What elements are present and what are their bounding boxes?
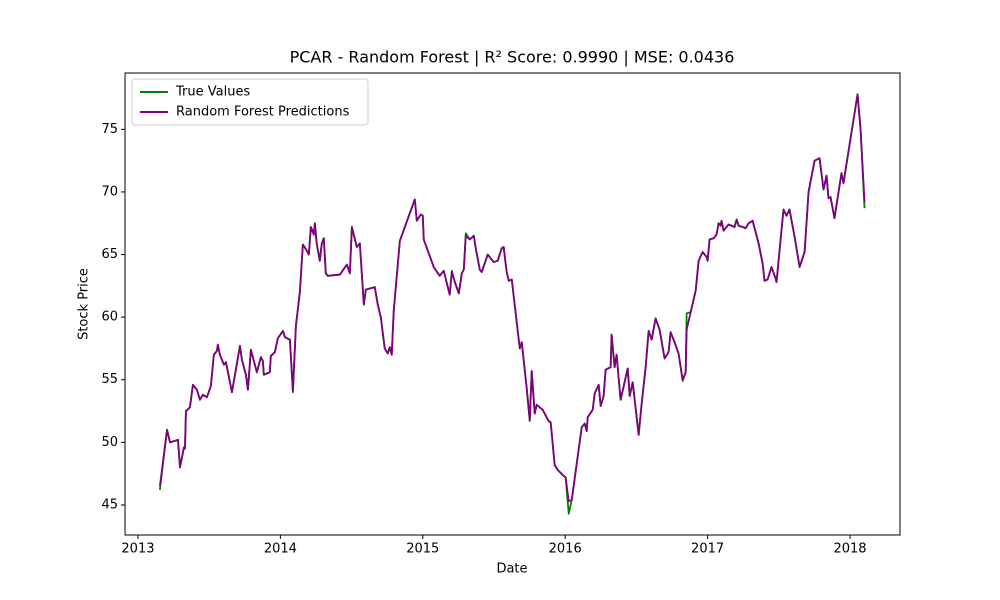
x-tick-label: 2013	[121, 542, 154, 557]
x-tick-label: 2014	[264, 542, 297, 557]
y-tick-label: 75	[101, 122, 118, 137]
y-tick-label: 55	[101, 372, 118, 387]
chart-title: PCAR - Random Forest | R² Score: 0.9990 …	[290, 48, 735, 67]
y-tick-label: 70	[101, 184, 118, 199]
x-tick-label: 2018	[833, 542, 866, 557]
x-tick-label: 2016	[549, 542, 582, 557]
y-tick-label: 45	[101, 497, 118, 512]
y-tick-label: 65	[101, 247, 118, 262]
x-tick-label: 2015	[406, 542, 439, 557]
legend-box	[131, 78, 369, 126]
x-tick-label: 2017	[691, 542, 724, 557]
y-tick-label: 60	[101, 310, 118, 325]
plot-frame	[124, 72, 901, 536]
y-tick-label: 50	[101, 435, 118, 450]
legend-label: Random Forest Predictions	[176, 105, 350, 120]
y-axis-label: Stock Price	[77, 268, 92, 340]
data-line	[158, 93, 866, 503]
x-axis-label: Date	[496, 562, 527, 577]
data-line	[158, 93, 866, 515]
legend-label: True Values	[175, 85, 250, 100]
